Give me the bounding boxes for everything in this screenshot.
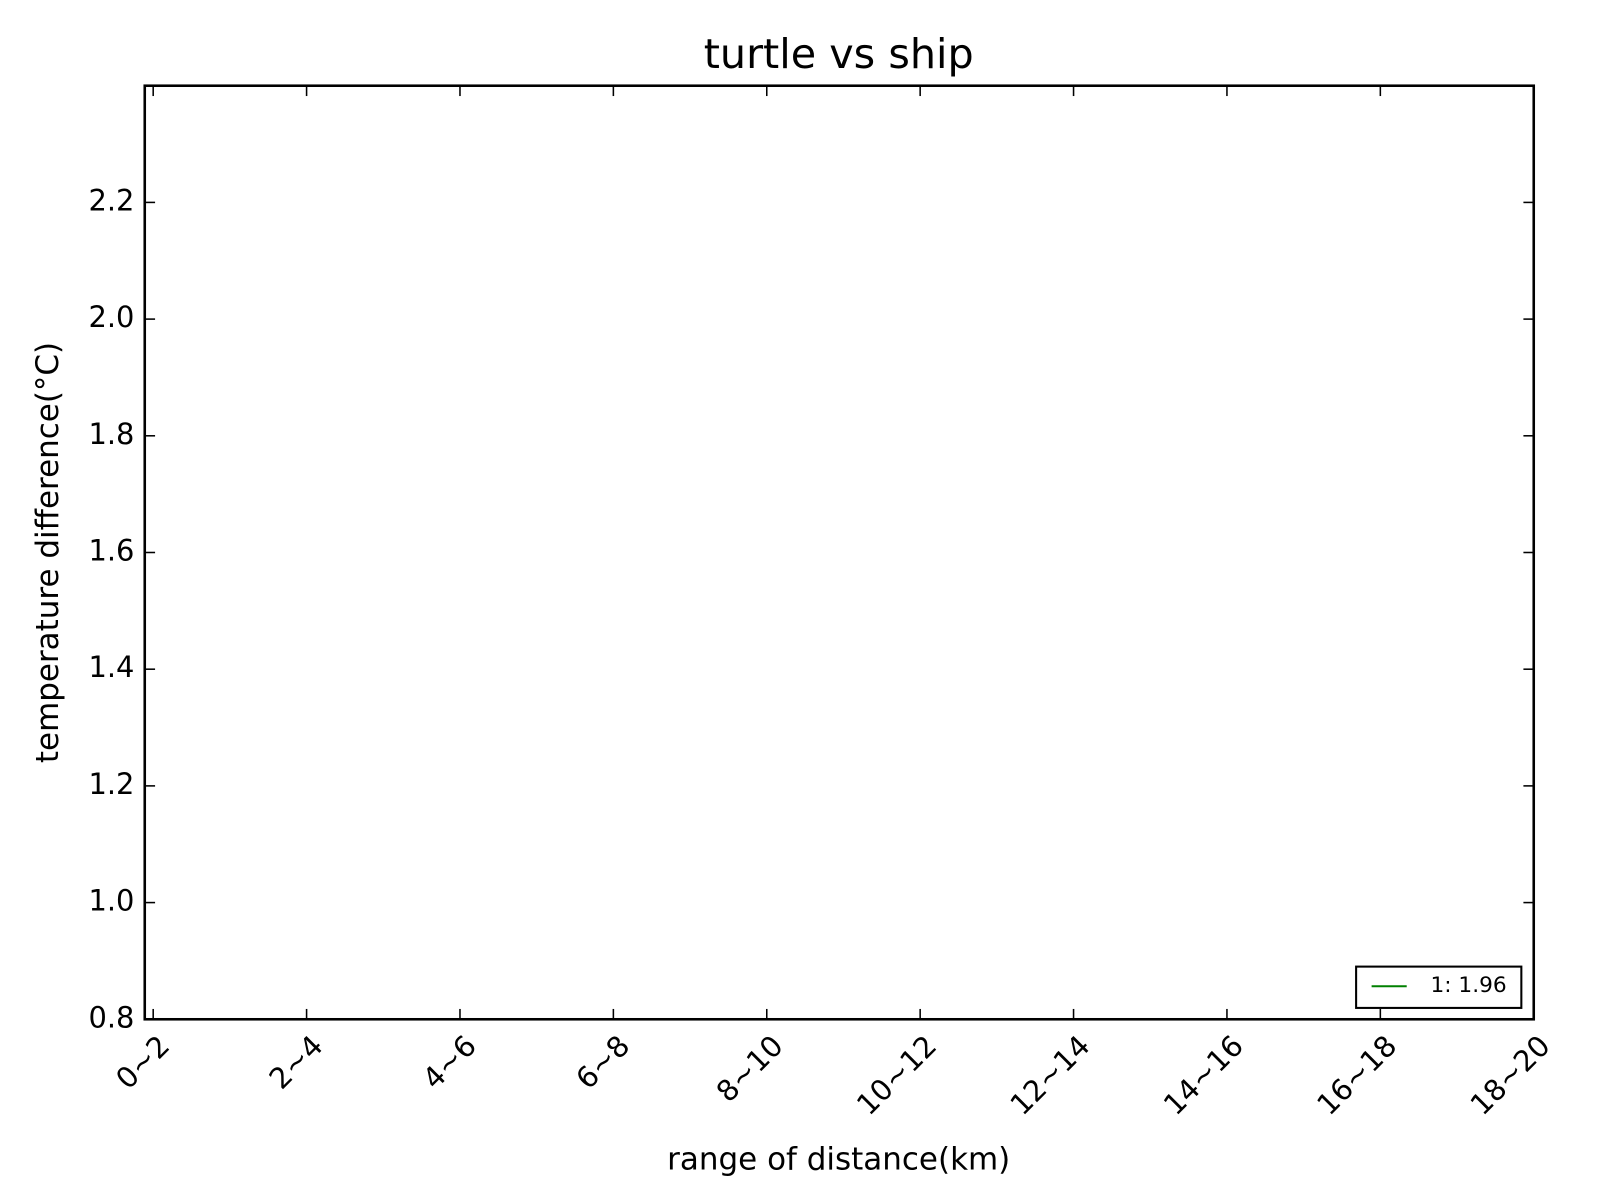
y-tick-label: 1.0	[88, 884, 134, 918]
x-tick-label: 16~18	[1310, 1029, 1403, 1122]
x-tick-label: 10~12	[850, 1029, 943, 1122]
x-tick-label: 18~20	[1464, 1029, 1557, 1122]
x-tick-label: 8~10	[710, 1029, 790, 1109]
x-tick-label: 6~8	[569, 1029, 636, 1096]
x-tick-label: 12~14	[1003, 1029, 1096, 1122]
legend: 1: 1.96	[1355, 965, 1523, 1009]
y-tick-label: 1.8	[88, 417, 134, 451]
y-tick-label: 1.4	[88, 650, 134, 684]
x-tick-label: 0~2	[109, 1029, 176, 1096]
y-tick-label: 2.2	[88, 183, 134, 217]
y-tick-label: 2.0	[88, 300, 134, 334]
y-tick-label: 1.2	[88, 767, 134, 801]
legend-label: 1: 1.96	[1430, 973, 1506, 998]
y-tick-label: 0.8	[88, 1000, 134, 1034]
y-axis-label: temperature difference(°C)	[30, 342, 66, 763]
chart-title: turtle vs ship	[704, 30, 974, 78]
y-tick-label: 1.6	[88, 533, 134, 567]
x-tick-label: 14~16	[1157, 1029, 1250, 1122]
x-tick-label: 4~6	[416, 1029, 483, 1096]
x-tick-label: 2~4	[262, 1029, 329, 1096]
plot-area	[144, 85, 1534, 1020]
x-axis-label: range of distance(km)	[667, 1141, 1010, 1177]
axes-frame	[143, 84, 1536, 1021]
